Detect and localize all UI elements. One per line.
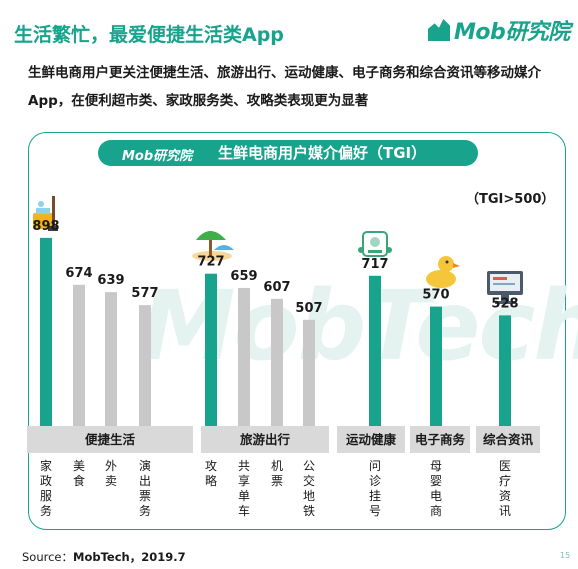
page-number: 15 [560, 551, 571, 560]
bar-value-label: 507 [295, 301, 322, 316]
bar-value-label: 717 [361, 257, 388, 272]
bar-value-label: 607 [263, 280, 290, 295]
bar [205, 273, 217, 426]
bar [369, 275, 381, 426]
bar [139, 305, 151, 426]
source-label: Source： [22, 550, 73, 564]
chart-panel [28, 132, 566, 530]
bar-value-label: 898 [32, 219, 59, 234]
bar-value-label: 528 [491, 296, 518, 311]
bar [40, 237, 52, 426]
bar [73, 284, 85, 426]
cleaning-bucket-icon [33, 196, 58, 231]
group-label: 旅游出行 [239, 432, 291, 447]
category-label: 美食 [73, 459, 85, 488]
group-band [476, 426, 540, 453]
bar-value-label: 674 [65, 266, 92, 281]
mob-logo-icon [428, 19, 450, 41]
category-label: 问诊挂号 [369, 459, 381, 518]
brand-logo: Mob研究院 [428, 14, 570, 46]
page-subtitle: 生鲜电商用户更关注便捷生活、旅游出行、运动健康、电子商务和综合资讯等移动媒介Ap… [28, 65, 541, 109]
bar-value-label: 659 [230, 269, 257, 284]
bar [271, 298, 283, 426]
source-line: Source：MobTech，2019.7 [22, 549, 186, 565]
group-band [201, 426, 329, 453]
chart-title: 生鲜电商用户媒介偏好（TGI） [218, 144, 427, 162]
bar-value-label: 727 [197, 255, 224, 270]
brand-name: Mob研究院 [454, 20, 570, 45]
bar [105, 292, 117, 426]
bars-layer: 便捷生活 898 家政服务 674 美食 639 外卖 577 演出票务 旅游出行 727 攻略 659… [27, 219, 540, 518]
tgi-threshold-note: （TGI>500） [466, 192, 555, 207]
category-label: 家政服务 [40, 458, 52, 518]
category-label: 攻略 [205, 459, 217, 488]
fitness-robot-icon [358, 231, 392, 257]
chart-header-brand: Mob研究院 [122, 149, 193, 164]
bar [430, 306, 442, 426]
category-label: 机票 [271, 459, 283, 488]
group-band [27, 426, 193, 453]
group-band [410, 426, 470, 453]
rubber-duck-icon [426, 256, 460, 288]
category-label: 外卖 [105, 459, 117, 488]
bar-value-label: 639 [97, 273, 124, 288]
category-label: 母婴电商 [430, 459, 442, 518]
category-label: 公交地铁 [303, 459, 315, 518]
group-label: 运动健康 [346, 432, 397, 447]
category-label: 医疗资讯 [499, 459, 511, 518]
bar [303, 319, 315, 426]
bar-value-label: 570 [422, 288, 449, 303]
bar [238, 287, 250, 426]
category-label: 演出票务 [139, 458, 151, 518]
bar [499, 315, 511, 426]
beach-umbrella-icon [192, 231, 234, 261]
category-label: 共享单车 [238, 459, 250, 518]
computer-monitor-icon [487, 271, 523, 304]
group-band [337, 426, 405, 453]
group-label: 电子商务 [415, 432, 466, 447]
bar-value-label: 577 [131, 286, 158, 301]
group-label: 综合资讯 [483, 432, 534, 447]
page-title: 生活繁忙，最爱便捷生活类App [14, 24, 284, 46]
chart-header-bar [98, 140, 478, 166]
group-label: 便捷生活 [85, 432, 136, 447]
source-value: MobTech，2019.7 [73, 550, 186, 564]
